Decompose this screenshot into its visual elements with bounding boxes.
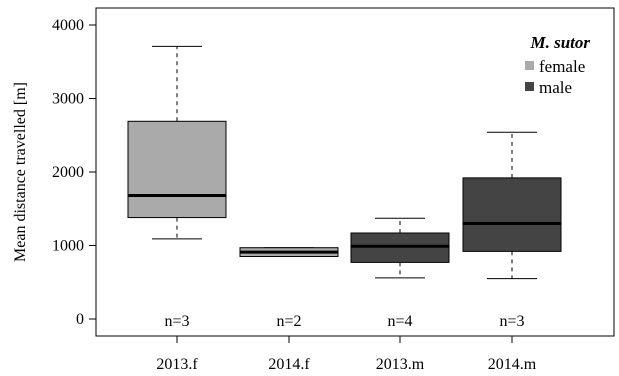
x-tick-label: 2014.f xyxy=(268,356,310,373)
y-tick-label: 3000 xyxy=(52,91,84,108)
x-tick-label: 2013.m xyxy=(376,356,425,373)
y-axis-label: Mean distance travelled [m] xyxy=(12,82,29,262)
y-tick-label: 1000 xyxy=(52,238,84,255)
sample-size-label: n=3 xyxy=(499,313,524,330)
y-tick-label: 2000 xyxy=(52,164,84,181)
labels-layer: n=3 n=2 n=4 n=3 xyxy=(164,313,524,330)
x-tick-label: 2013.f xyxy=(156,356,198,373)
y-tick-label: 4000 xyxy=(52,17,84,34)
boxes-layer xyxy=(127,45,562,280)
sample-size-label: n=4 xyxy=(387,313,412,330)
legend-label-female: female xyxy=(539,57,585,76)
legend-label-male: male xyxy=(539,78,572,97)
x-tick-label: 2014.m xyxy=(488,356,537,373)
legend-title: M. sutor xyxy=(529,33,590,52)
axes-layer: 0 1000 2000 3000 4000 2013.f 2014.f 2013.m 2014.… xyxy=(12,7,615,373)
legend: M. sutor female male xyxy=(525,33,590,97)
y-tick-label: 0 xyxy=(76,311,84,328)
box-iqr xyxy=(127,120,227,219)
sample-size-label: n=3 xyxy=(164,313,189,330)
legend-swatch-male xyxy=(525,82,534,91)
sample-size-label: n=2 xyxy=(276,313,301,330)
box-iqr xyxy=(462,177,562,252)
legend-swatch-female xyxy=(525,61,534,70)
